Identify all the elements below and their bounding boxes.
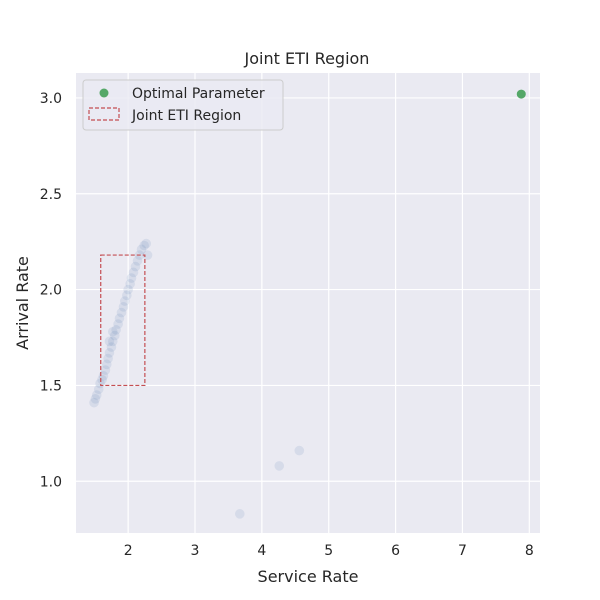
optimal-parameter-points xyxy=(516,89,526,99)
x-tick-labels: 2 3 4 5 6 7 8 xyxy=(124,543,534,559)
legend-optimal-marker xyxy=(99,88,109,98)
legend: Optimal Parameter Joint ETI Region xyxy=(82,79,284,131)
y-axis-label: Arrival Rate xyxy=(13,256,32,350)
sample-point xyxy=(126,273,137,283)
x-tick-label: 3 xyxy=(191,543,200,559)
plot-area xyxy=(76,73,540,533)
x-tick-label: 4 xyxy=(257,543,266,559)
sample-point xyxy=(103,353,113,364)
chart-title: Joint ETI Region xyxy=(244,49,370,68)
sample-point xyxy=(93,384,104,395)
y-tick-labels: 1.0 1.5 2.0 2.5 3.0 xyxy=(40,91,62,490)
legend-optimal-label: Optimal Parameter xyxy=(132,86,265,102)
x-tick-label: 7 xyxy=(458,543,467,559)
legend-box xyxy=(82,79,284,131)
sample-point xyxy=(90,394,101,404)
legend-region-marker xyxy=(88,107,120,121)
sample-point xyxy=(294,445,305,456)
sample-point xyxy=(235,509,245,519)
sample-point xyxy=(106,342,117,352)
sample-point xyxy=(107,326,118,337)
sample-point xyxy=(130,261,141,272)
sample-point xyxy=(101,359,112,370)
eti-region-rect xyxy=(100,254,146,387)
sample-point xyxy=(91,390,102,400)
x-tick-label: 8 xyxy=(525,543,534,559)
sample-point xyxy=(118,302,129,312)
y-tick-label: 3.0 xyxy=(40,91,62,107)
x-tick-label: 2 xyxy=(124,543,133,559)
sample-point xyxy=(139,240,149,251)
y-tick-label: 1.0 xyxy=(40,474,62,490)
optimal-parameter-point xyxy=(516,89,526,99)
sample-point xyxy=(125,279,135,289)
sample-point xyxy=(89,397,99,408)
sample-point xyxy=(274,461,285,471)
y-tick-label: 2.5 xyxy=(40,187,62,203)
sample-point xyxy=(122,290,132,301)
sample-point xyxy=(123,284,133,295)
sample-point xyxy=(100,365,111,375)
sample-point xyxy=(104,348,115,358)
y-tick-label: 1.5 xyxy=(40,378,62,394)
sample-point xyxy=(109,330,120,341)
sample-point xyxy=(97,374,107,385)
sample-point xyxy=(107,336,118,347)
sample-point xyxy=(128,267,139,278)
x-tick-label: 6 xyxy=(391,543,400,559)
sample-point xyxy=(141,238,152,249)
x-axis-label: Service Rate xyxy=(258,567,359,586)
sample-point xyxy=(142,250,153,260)
sample-point xyxy=(111,325,121,335)
legend-region-label: Joint ETI Region xyxy=(131,108,241,124)
sample-point xyxy=(104,336,115,347)
grid xyxy=(76,73,540,533)
x-tick-label: 5 xyxy=(324,543,333,559)
sample-point xyxy=(114,313,125,324)
eti-region xyxy=(100,254,146,387)
sample-point xyxy=(136,244,147,255)
sample-point xyxy=(116,307,127,318)
sample-point xyxy=(132,256,143,266)
sample-point xyxy=(120,296,130,306)
sample-point xyxy=(113,319,123,329)
y-tick-label: 2.0 xyxy=(40,283,62,299)
